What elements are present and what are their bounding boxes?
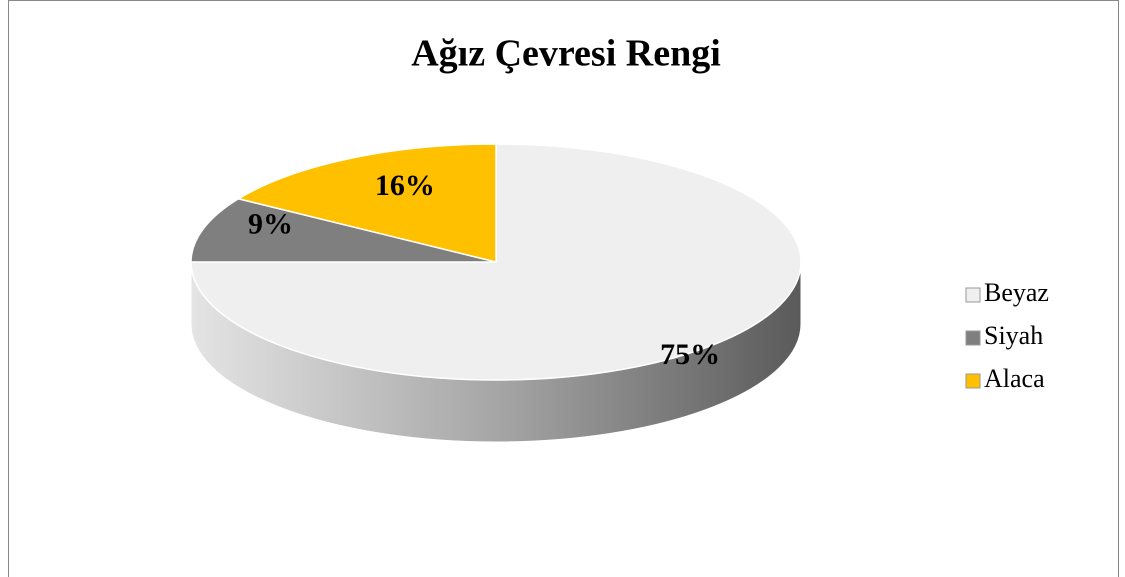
data-label: 75% [660,338,720,371]
legend-swatch [965,287,981,303]
slice [236,143,497,263]
slice [190,197,497,263]
legend-swatch [965,330,981,346]
legend-label: Beyaz [984,278,1049,307]
legend-label: Alaca [984,364,1045,393]
chart-title: Ağız Çevresi Rengi [411,33,721,75]
data-label: 9% [248,208,293,241]
legend-label: Siyah [984,321,1043,350]
data-label: 16% [375,169,435,202]
legend-swatch [965,373,981,389]
